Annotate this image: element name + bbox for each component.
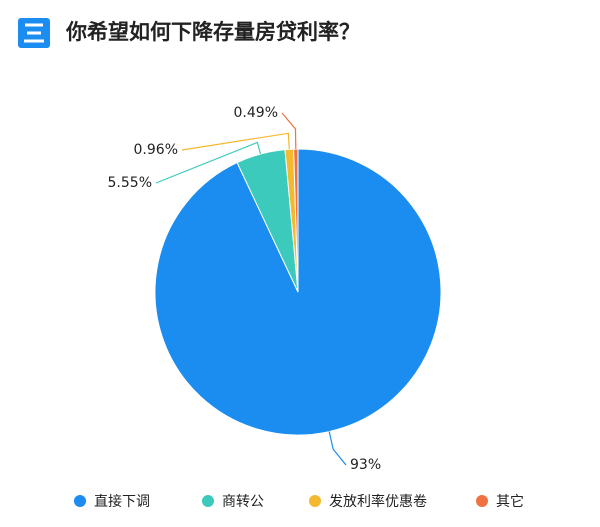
title-icon-lines [24, 23, 44, 43]
leader-line [181, 132, 290, 151]
legend-dot [309, 495, 321, 507]
leader-line [281, 112, 297, 150]
legend-dot [74, 495, 86, 507]
data-label: 0.49% [234, 105, 278, 121]
data-label: 93% [350, 457, 381, 473]
legend-label: 商转公 [222, 494, 264, 510]
data-label: 5.55% [108, 175, 152, 191]
legend-dot [202, 495, 214, 507]
legend-label: 发放利率优惠卷 [329, 493, 427, 510]
leader-line [328, 431, 347, 466]
data-label: 0.96% [134, 142, 178, 158]
chart-title: 你希望如何下降存量房贷利率？ [65, 20, 360, 44]
legend-label: 直接下调 [94, 493, 150, 510]
pie-slice [293, 148, 299, 293]
leader-line [155, 141, 262, 184]
legend-dot [476, 495, 488, 507]
legend-label: 其它 [496, 493, 524, 510]
